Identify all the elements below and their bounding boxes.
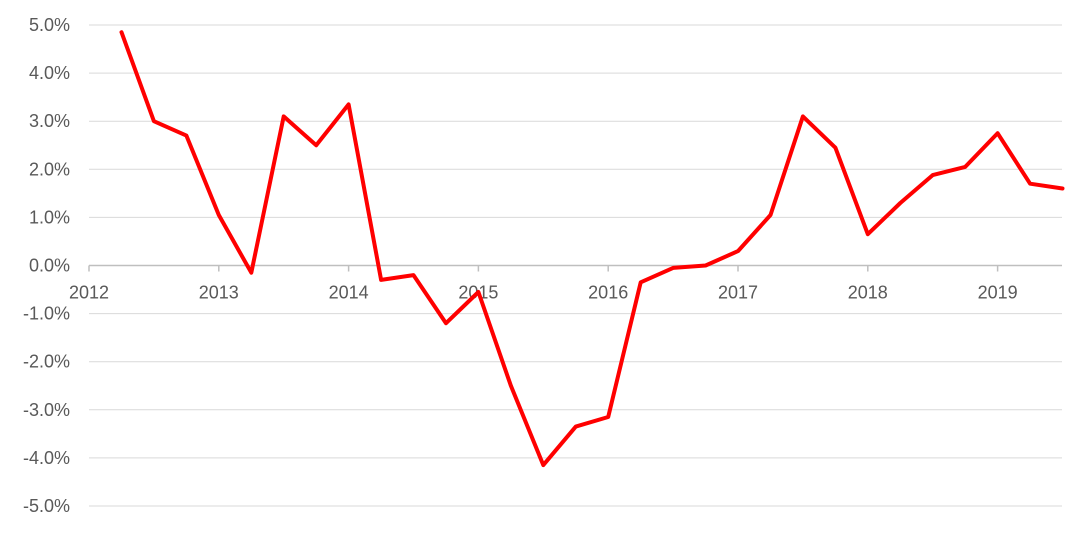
gridlines — [89, 24, 1062, 507]
y-tick-label: -3.0% — [23, 400, 70, 420]
y-tick-label: 2.0% — [29, 159, 70, 179]
series-line — [119, 30, 1065, 468]
y-tick-label: -5.0% — [23, 496, 70, 516]
y-tick-label: 0.0% — [29, 256, 70, 276]
y-tick-label: 1.0% — [29, 207, 70, 227]
y-tick-label: -2.0% — [23, 352, 70, 372]
y-tick-label: 5.0% — [29, 15, 70, 35]
y-axis-tick-labels: 5.0% 4.0% 3.0% 2.0% 1.0% 0.0% -1.0% -2.0% -3.0% -… — [23, 15, 70, 516]
x-tick-label: 2017 — [718, 283, 758, 303]
y-tick-label: -4.0% — [23, 448, 70, 468]
x-tick-label: 2016 — [588, 283, 628, 303]
y-tick-label: 3.0% — [29, 111, 70, 131]
x-tick-label: 2018 — [848, 283, 888, 303]
x-axis: 2012 2013 2014 2015 2016 2017 2018 2019 — [69, 264, 1062, 303]
y-tick-label: 4.0% — [29, 63, 70, 83]
x-tick-label: 2014 — [329, 283, 369, 303]
x-tick-label: 2013 — [199, 283, 239, 303]
x-tick-label: 2019 — [978, 283, 1018, 303]
series-layer — [119, 30, 1065, 468]
x-tick-label: 2012 — [69, 283, 109, 303]
y-tick-label: -1.0% — [23, 304, 70, 324]
